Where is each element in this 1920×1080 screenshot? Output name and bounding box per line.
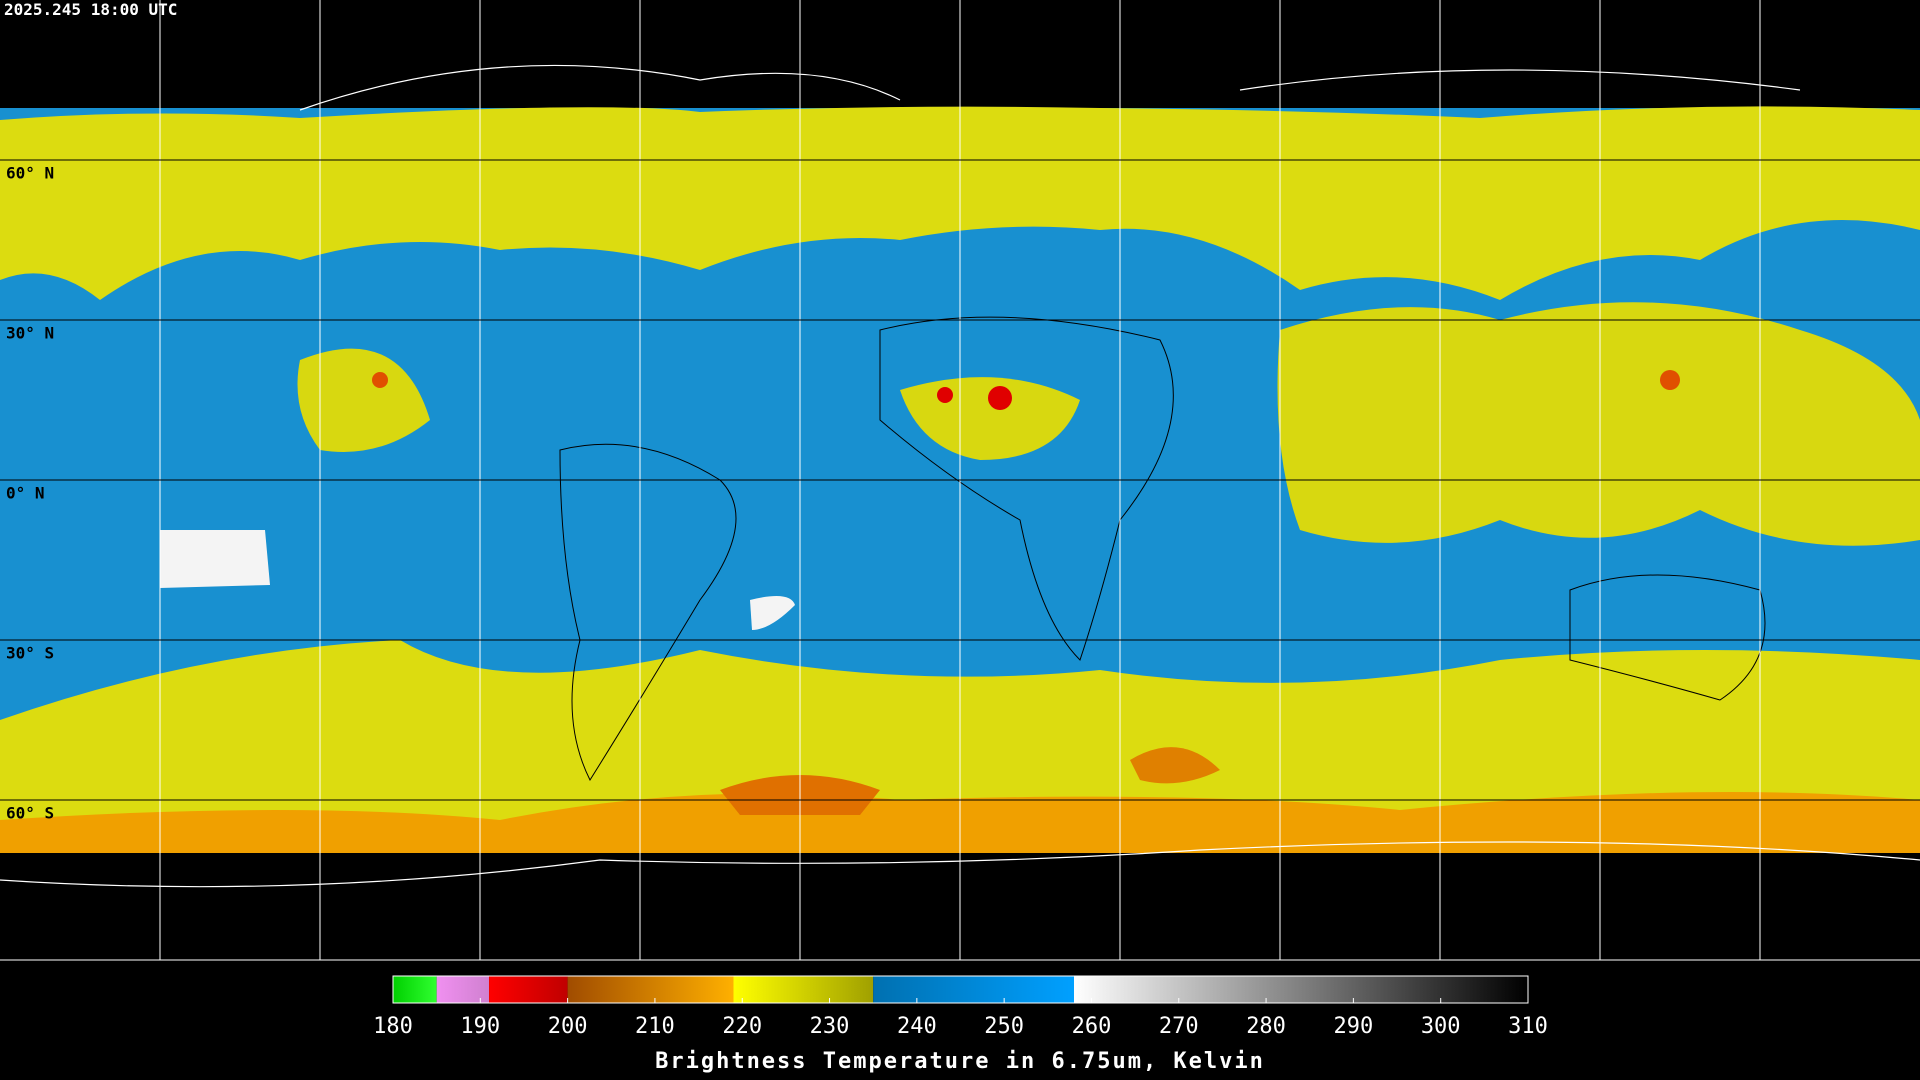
- colorbar-segment: [436, 976, 490, 1003]
- coastlines-polar: [0, 64, 1920, 888]
- cold-cloud: [372, 372, 388, 388]
- cold-cloud: [988, 386, 1012, 410]
- coastline-north: [1239, 69, 1801, 91]
- colorbar-tick-label: 260: [1072, 1014, 1112, 1039]
- latitude-label: 60° S: [6, 804, 54, 823]
- colorbar-tick-label: 230: [810, 1014, 850, 1039]
- colorbar-segment: [733, 976, 874, 1003]
- latitude-label: 0° N: [6, 484, 45, 503]
- cold-patch: [1130, 747, 1220, 784]
- colorbar-tick-label: 220: [722, 1014, 762, 1039]
- colorbar-frame: [392, 975, 1529, 1004]
- colorbar-tick-label: 310: [1508, 1014, 1548, 1039]
- coastline-north: [299, 64, 901, 111]
- moist-region-mexico: [297, 348, 430, 452]
- colorbar-tick-label: 290: [1334, 1014, 1374, 1039]
- coastline-south-america: [559, 443, 737, 782]
- latitude-label: 30° S: [6, 644, 54, 663]
- dry-patch: [160, 530, 270, 588]
- colorbar-tick-label: 250: [984, 1014, 1024, 1039]
- colorbar-tick-label: 180: [373, 1014, 413, 1039]
- colorbar-tick-label: 240: [897, 1014, 937, 1039]
- coastline-australia: [1569, 574, 1766, 701]
- colorbar: 180 190 200 210 220 230 240 250 260 270 280 290 300 3…: [373, 975, 1548, 1039]
- colorbar-segment: [873, 976, 1074, 1003]
- dry-patch: [750, 596, 795, 630]
- colorbar-tick-label: 200: [548, 1014, 588, 1039]
- colorbar-tick-label: 280: [1246, 1014, 1286, 1039]
- timestamp: 2025.245 18:00 UTC: [4, 0, 177, 19]
- coastline-africa: [879, 316, 1174, 661]
- cold-cloud: [1660, 370, 1680, 390]
- colorbar-tick-label: 270: [1159, 1014, 1199, 1039]
- graticule: 60° N 30° N 0° N 30° S 60° S: [0, 0, 1920, 961]
- coastline-antarctica: [0, 841, 1920, 888]
- coastlines: [559, 316, 1766, 782]
- latitude-label: 30° N: [6, 324, 54, 343]
- colorbar-title: Brightness Temperature in 6.75um, Kelvin: [655, 1049, 1265, 1074]
- latitude-label: 60° N: [6, 164, 54, 183]
- cold-cloud: [937, 387, 953, 403]
- colorbar-tick-label: 300: [1421, 1014, 1461, 1039]
- colorbar-segment: [489, 976, 568, 1003]
- colorbar-segment: [1074, 976, 1528, 1003]
- colorbar-segment: [567, 976, 734, 1003]
- colorbar-segment: [393, 976, 437, 1003]
- colorbar-tick-label: 190: [460, 1014, 500, 1039]
- moist-region-asia: [1277, 302, 1920, 546]
- colorbar-tick-label: 210: [635, 1014, 675, 1039]
